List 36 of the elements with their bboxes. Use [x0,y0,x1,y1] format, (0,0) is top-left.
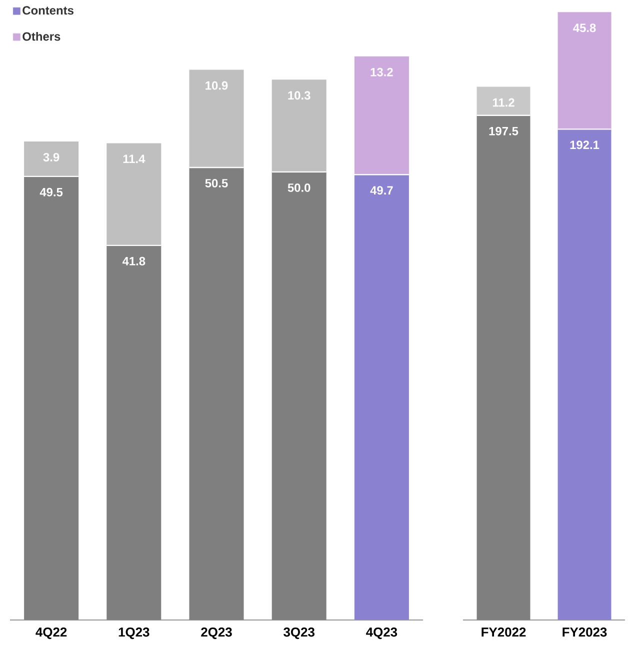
legend-label: Contents [22,6,74,15]
legend-label: Others [22,32,60,41]
data-label: 192.1 [570,140,600,150]
bar [272,80,326,172]
data-label: 10.3 [288,91,310,100]
data-label: 13.2 [370,68,393,76]
x-tick-label: 4Q22 [36,628,67,640]
bar [558,12,612,130]
bar [106,245,162,620]
data-label: 49.5 [40,188,63,196]
bar [354,174,409,620]
data-label: 197.5 [489,126,518,136]
bar [354,56,409,175]
data-label: 41.8 [122,256,146,266]
data-label: 10.9 [206,81,228,90]
x-tick-label: 2Q23 [201,628,232,640]
data-label: 45.8 [573,24,596,32]
x-tick-label: FY2022 [482,628,526,637]
data-label: 49.7 [370,186,393,195]
bar [106,143,162,246]
data-label: 3.9 [43,152,60,162]
x-tick-label: FY2023 [562,628,607,637]
bar [272,172,326,620]
data-label: 50.5 [205,178,228,188]
bar [189,167,244,620]
x-tick-label: 4Q23 [366,628,398,640]
bar [24,141,79,176]
bar [476,115,530,620]
data-label: 11.4 [123,154,146,163]
bar [476,86,530,116]
x-tick-label: 3Q23 [284,628,314,640]
x-tick-label: 1Q23 [118,628,150,640]
bar [189,70,244,168]
bar [558,129,612,620]
data-label: 50.0 [288,183,310,192]
bar [24,176,79,620]
